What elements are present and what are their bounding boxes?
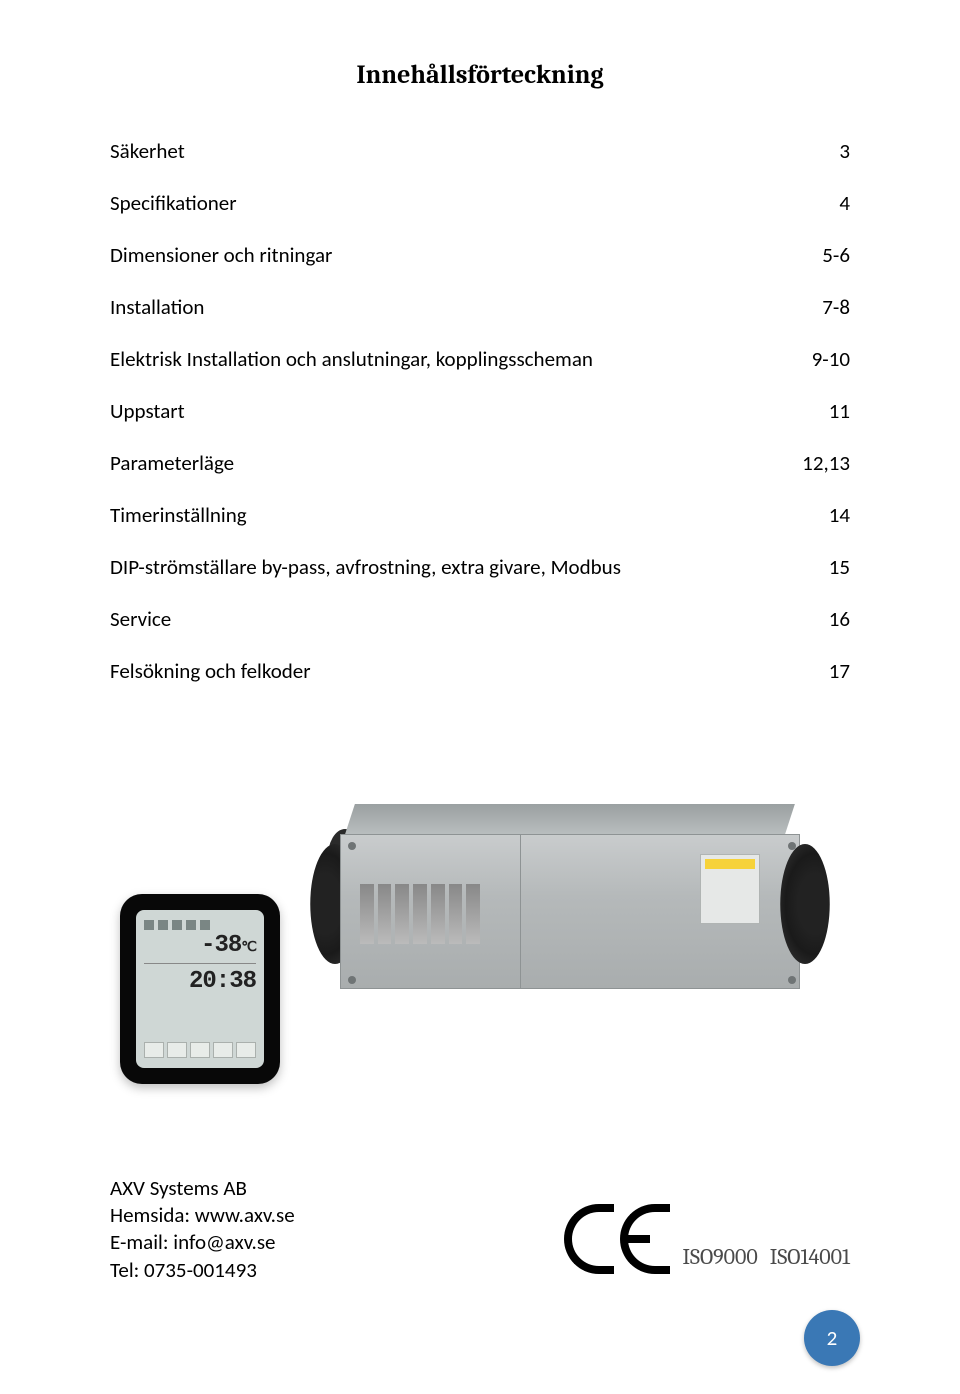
divider — [520, 834, 521, 989]
toc-label: Specifikationer — [110, 190, 237, 216]
duct-icon — [780, 844, 830, 964]
toc-label: Uppstart — [110, 398, 185, 424]
company-email: E-mail: info@axv.se — [110, 1229, 295, 1256]
toc-label: Dimensioner och ritningar — [110, 242, 332, 268]
remote-screen: -38℃ 20:38 — [136, 910, 264, 1068]
remote-clock: 20:38 — [144, 968, 256, 995]
company-website: Hemsida: www.axv.se — [110, 1202, 295, 1229]
toc-page: 17 — [829, 658, 850, 684]
toc-row: Elektrisk Installation och anslutningar,… — [110, 346, 850, 372]
remote-buttons-row — [144, 1042, 256, 1058]
company-name: AXV Systems AB — [110, 1175, 295, 1202]
toc-row: Säkerhet 3 — [110, 138, 850, 164]
toc-label: Timerinställning — [110, 502, 247, 528]
toc-row: Dimensioner och ritningar 5-6 — [110, 242, 850, 268]
page-number: 2 — [827, 1325, 838, 1351]
page-number-badge: 2 — [804, 1310, 860, 1366]
toc-label: Parameterläge — [110, 450, 234, 476]
unit-top-panel — [345, 804, 795, 834]
remote-control-image: -38℃ 20:38 — [120, 894, 280, 1084]
toc-page: 14 — [829, 502, 850, 528]
bolt-icon — [788, 976, 796, 984]
remote-frame: -38℃ 20:38 — [120, 894, 280, 1084]
toc-row: Service 16 — [110, 606, 850, 632]
company-contact: AXV Systems AB Hemsida: www.axv.se E-mai… — [110, 1175, 295, 1284]
page: Innehållsförteckning Säkerhet 3 Specifik… — [0, 0, 960, 1394]
warning-label-icon — [700, 854, 760, 924]
vent-slits-icon — [360, 884, 480, 944]
ce-mark-icon — [620, 1204, 670, 1274]
bolt-icon — [348, 842, 356, 850]
remote-status-icons — [144, 920, 256, 930]
certification-block: ISO9000 ISO14001 — [564, 1204, 850, 1274]
toc-page: 7-8 — [822, 294, 850, 320]
toc-page: 4 — [839, 190, 850, 216]
toc-page: 9-10 — [812, 346, 850, 372]
toc-label: Felsökning och felkoder — [110, 658, 311, 684]
toc-row: Timerinställning 14 — [110, 502, 850, 528]
ventilation-unit-image — [290, 764, 850, 1024]
remote-temperature: -38℃ — [144, 932, 256, 959]
page-title: Innehållsförteckning — [110, 60, 850, 90]
toc-label: Installation — [110, 294, 204, 320]
toc-row: Installation 7-8 — [110, 294, 850, 320]
toc-label: Säkerhet — [110, 138, 185, 164]
toc-page: 3 — [839, 138, 850, 164]
product-images: -38℃ 20:38 — [110, 714, 850, 1134]
toc-page: 15 — [829, 554, 850, 580]
toc-row: Felsökning och felkoder 17 — [110, 658, 850, 684]
toc-label: Service — [110, 606, 171, 632]
table-of-contents: Säkerhet 3 Specifikationer 4 Dimensioner… — [110, 138, 850, 684]
bolt-icon — [348, 976, 356, 984]
company-phone: Tel: 0735-001493 — [110, 1257, 295, 1284]
toc-page: 11 — [829, 398, 850, 424]
toc-label: DIP-strömställare by-pass, avfrostning, … — [110, 554, 621, 580]
toc-row: Parameterläge 12,13 — [110, 450, 850, 476]
ce-mark-icon — [564, 1204, 614, 1274]
toc-page: 12,13 — [802, 450, 850, 476]
toc-row: Specifikationer 4 — [110, 190, 850, 216]
toc-row: DIP-strömställare by-pass, avfrostning, … — [110, 554, 850, 580]
iso-label: ISO14001 — [770, 1244, 850, 1270]
toc-page: 16 — [829, 606, 850, 632]
toc-page: 5-6 — [822, 242, 850, 268]
toc-row: Uppstart 11 — [110, 398, 850, 424]
iso-label: ISO9000 — [682, 1244, 757, 1270]
toc-label: Elektrisk Installation och anslutningar,… — [110, 346, 593, 372]
bolt-icon — [788, 842, 796, 850]
